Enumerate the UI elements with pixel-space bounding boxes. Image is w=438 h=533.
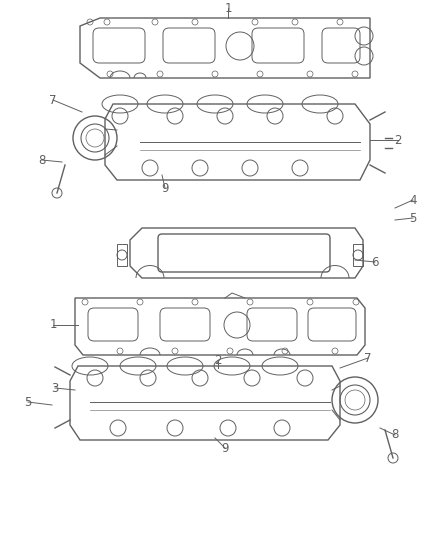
Text: 1: 1 (224, 2, 232, 14)
Text: 8: 8 (38, 154, 46, 166)
Text: 3: 3 (51, 382, 59, 394)
Bar (117, 244, 127, 266)
Text: 1: 1 (49, 319, 57, 332)
Text: 9: 9 (161, 182, 169, 195)
Text: 4: 4 (409, 193, 417, 206)
Text: 6: 6 (371, 255, 379, 269)
Text: 2: 2 (214, 353, 222, 367)
Text: 7: 7 (364, 351, 372, 365)
Text: 7: 7 (49, 93, 57, 107)
Text: 5: 5 (25, 395, 32, 408)
Text: 2: 2 (394, 133, 402, 147)
Text: 9: 9 (221, 441, 229, 455)
Text: 5: 5 (410, 212, 417, 224)
Text: 8: 8 (391, 429, 399, 441)
Bar (353, 244, 363, 266)
